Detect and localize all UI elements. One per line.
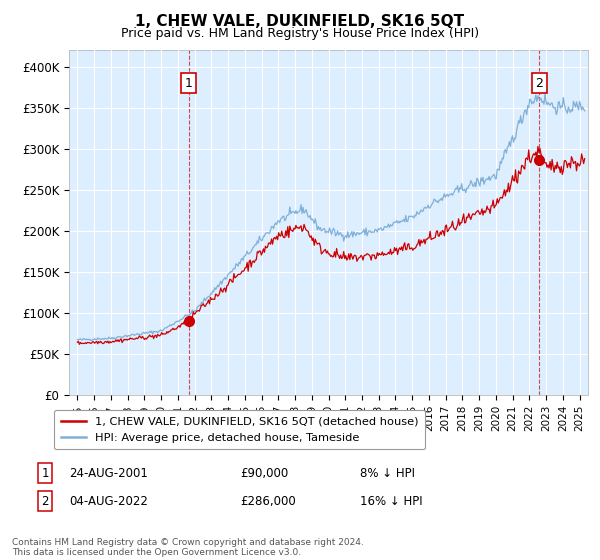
Text: £286,000: £286,000 xyxy=(240,494,296,508)
Text: 1: 1 xyxy=(41,466,49,480)
Text: 1: 1 xyxy=(185,77,193,90)
Text: Price paid vs. HM Land Registry's House Price Index (HPI): Price paid vs. HM Land Registry's House … xyxy=(121,27,479,40)
Text: £90,000: £90,000 xyxy=(240,466,288,480)
Text: 1, CHEW VALE, DUKINFIELD, SK16 5QT: 1, CHEW VALE, DUKINFIELD, SK16 5QT xyxy=(136,14,464,29)
Text: 8% ↓ HPI: 8% ↓ HPI xyxy=(360,466,415,480)
Text: 16% ↓ HPI: 16% ↓ HPI xyxy=(360,494,422,508)
Text: Contains HM Land Registry data © Crown copyright and database right 2024.
This d: Contains HM Land Registry data © Crown c… xyxy=(12,538,364,557)
Legend: 1, CHEW VALE, DUKINFIELD, SK16 5QT (detached house), HPI: Average price, detache: 1, CHEW VALE, DUKINFIELD, SK16 5QT (deta… xyxy=(53,410,425,449)
Text: 24-AUG-2001: 24-AUG-2001 xyxy=(69,466,148,480)
Text: 2: 2 xyxy=(41,494,49,508)
Text: 2: 2 xyxy=(536,77,544,90)
Text: 04-AUG-2022: 04-AUG-2022 xyxy=(69,494,148,508)
